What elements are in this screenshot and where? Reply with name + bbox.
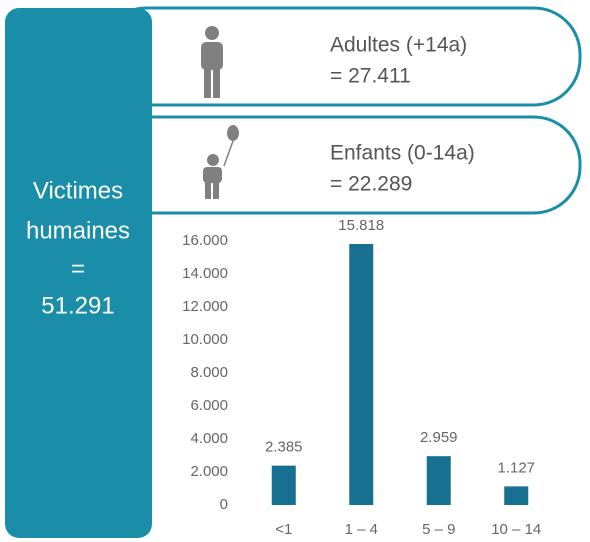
y-tick-label: 0 — [220, 496, 228, 513]
adult-icon — [201, 26, 223, 98]
panel-text: 51.291 — [41, 292, 114, 319]
y-tick-label: 4.000 — [190, 430, 228, 447]
y-tick-label: 10.000 — [182, 331, 228, 348]
y-tick-label: 6.000 — [190, 397, 228, 414]
x-tick-label: <1 — [275, 521, 292, 538]
child-card — [98, 115, 582, 215]
card-value: = 22.289 — [330, 173, 412, 196]
panel-text: humaines — [26, 217, 130, 244]
child-icon — [203, 125, 239, 199]
card-label: Adultes (+14a) — [330, 34, 467, 57]
x-tick-label: 10 – 14 — [491, 521, 541, 538]
bar — [271, 465, 296, 505]
value-label: 1.127 — [497, 459, 535, 476]
bar — [349, 244, 374, 506]
x-tick-label: 5 – 9 — [422, 521, 455, 538]
y-tick-label: 12.000 — [182, 298, 228, 315]
bar — [504, 486, 529, 505]
value-label: 2.385 — [265, 439, 303, 456]
value-label: 2.959 — [420, 429, 458, 446]
value-label: 15.818 — [338, 217, 384, 234]
bar — [426, 456, 451, 505]
y-tick-label: 8.000 — [190, 364, 228, 381]
y-tick-label: 2.000 — [190, 463, 228, 480]
y-tick-label: 16.000 — [182, 232, 228, 249]
card-label: Enfants (0-14a) — [330, 142, 475, 165]
x-tick-label: 1 – 4 — [345, 521, 378, 538]
panel-text: Victimes — [33, 177, 123, 204]
total-panel — [5, 8, 152, 538]
panel-text: = — [71, 255, 85, 282]
card-value: = 27.411 — [330, 65, 411, 88]
y-tick-label: 14.000 — [182, 265, 228, 282]
